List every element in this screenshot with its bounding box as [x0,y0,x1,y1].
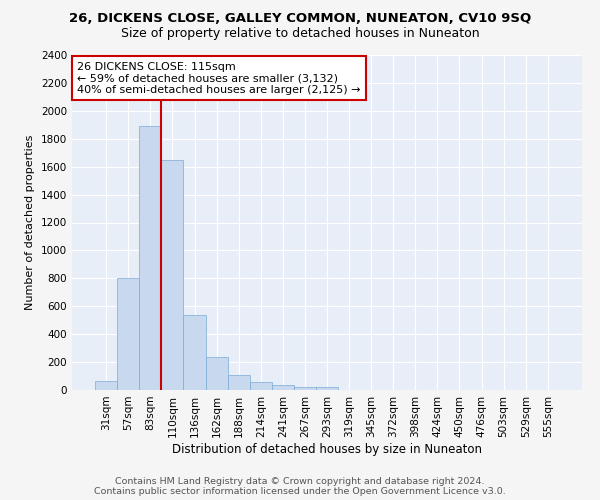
Bar [206,357,227,390]
Text: Size of property relative to detached houses in Nuneaton: Size of property relative to detached ho… [121,28,479,40]
Bar [294,386,316,390]
Text: Contains HM Land Registry data © Crown copyright and database right 2024.
Contai: Contains HM Land Registry data © Crown c… [94,476,506,496]
Bar [161,160,184,390]
Text: 26, DICKENS CLOSE, GALLEY COMMON, NUNEATON, CV10 9SQ: 26, DICKENS CLOSE, GALLEY COMMON, NUNEAT… [69,12,531,26]
Bar [272,385,294,390]
Bar [95,381,117,390]
Bar [250,382,272,390]
Bar [184,314,206,390]
Bar [117,278,139,390]
Bar [316,387,338,390]
Bar [227,374,250,390]
Y-axis label: Number of detached properties: Number of detached properties [25,135,35,310]
X-axis label: Distribution of detached houses by size in Nuneaton: Distribution of detached houses by size … [172,442,482,456]
Bar [139,126,161,390]
Text: 26 DICKENS CLOSE: 115sqm
← 59% of detached houses are smaller (3,132)
40% of sem: 26 DICKENS CLOSE: 115sqm ← 59% of detach… [77,62,361,95]
